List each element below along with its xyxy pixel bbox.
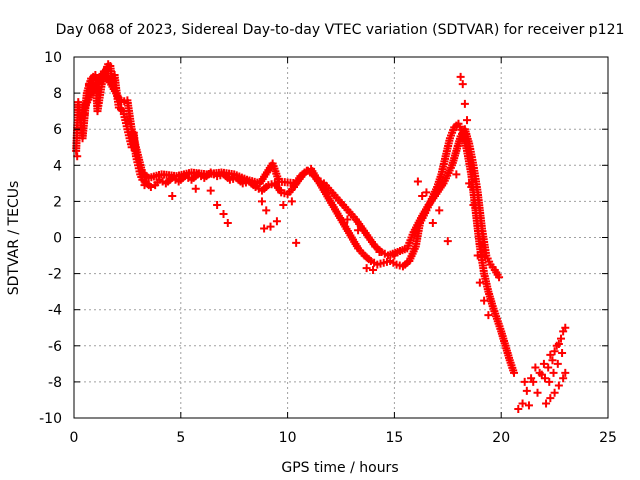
point-scattered-4: [113, 92, 122, 101]
axis-ticks: 0 5 10 15 20 25 -10 -8 -6 -4 -2 0 2 4 6 8 10: [39, 50, 617, 446]
point-scattered-38: [467, 182, 476, 191]
point-late-cluster-13: [546, 350, 555, 359]
point-late-cluster-2: [522, 386, 531, 395]
point-late-cluster-1: [518, 399, 527, 408]
y-tick-label-2: -6: [48, 339, 62, 355]
point-scattered-41: [475, 278, 484, 287]
point-scattered-42: [480, 296, 489, 305]
point-scattered-29: [428, 219, 437, 228]
point-scattered-28: [422, 188, 431, 197]
point-late-cluster-10: [542, 399, 551, 408]
point-scattered-32: [452, 170, 461, 179]
y-tick-label-7: 4: [53, 158, 62, 174]
point-scattered-27: [418, 191, 427, 200]
point-scattered-1: [80, 110, 89, 119]
point-scattered-10: [223, 219, 232, 228]
grid-lines: [74, 57, 608, 418]
y-tick-label-10: 10: [44, 50, 62, 66]
x-tick-label-0: 0: [70, 430, 79, 446]
point-main-26: [146, 182, 155, 191]
point-late-cluster-29: [549, 368, 558, 377]
point-late-cluster-12: [546, 394, 555, 403]
point-scattered-8: [206, 186, 215, 195]
point-scattered-40: [473, 251, 482, 260]
point-late-cluster-25: [520, 377, 529, 386]
y-axis-label: SDTVAR / TECUs: [6, 181, 22, 296]
point-scattered-21: [354, 226, 363, 235]
point-late-cluster-11: [544, 363, 553, 372]
point-late-cluster-3: [524, 401, 533, 410]
point-late-cluster-24: [561, 323, 570, 332]
point-scattered-3: [100, 71, 109, 80]
point-scattered-36: [463, 116, 472, 125]
point-late-cluster-14: [548, 356, 557, 365]
y-tick-label-4: -2: [48, 267, 62, 283]
point-late-cluster-16: [550, 347, 559, 356]
point-late-cluster-0: [514, 404, 523, 413]
point-scattered-18: [292, 238, 301, 247]
point-late-cluster-6: [533, 388, 542, 397]
point-scattered-34: [458, 80, 467, 89]
point-scattered-43: [484, 311, 493, 320]
point-scattered-35: [460, 99, 469, 108]
point-main-90: [510, 368, 519, 377]
point-late-cluster-31: [558, 349, 567, 358]
y-tick-label-9: 8: [53, 86, 62, 102]
point-scattered-23: [369, 265, 378, 274]
y-tick-label-6: 2: [53, 194, 62, 210]
point-scattered-25: [390, 251, 399, 260]
x-tick-label-4: 20: [492, 430, 510, 446]
point-scattered-5: [140, 181, 149, 190]
y-tick-label-1: -8: [48, 375, 62, 391]
point-scattered-22: [362, 264, 371, 273]
point-late-cluster-5: [531, 363, 540, 372]
point-upper-branch-52: [495, 273, 504, 282]
point-late-cluster-9: [539, 359, 548, 368]
point-scattered-26: [413, 177, 422, 186]
point-late-cluster-28: [545, 377, 554, 386]
point-scattered-2: [84, 80, 93, 89]
x-axis-label: GPS time / hours: [281, 460, 398, 476]
point-scattered-7: [191, 184, 200, 193]
point-late-cluster-27: [540, 374, 549, 383]
point-late-cluster-26: [527, 374, 536, 383]
point-scattered-12: [257, 197, 266, 206]
point-scattered-11: [219, 210, 228, 219]
chart-title: Day 068 of 2023, Sidereal Day-to-day VTE…: [56, 22, 625, 38]
point-scattered-39: [469, 201, 478, 210]
point-scattered-16: [272, 217, 281, 226]
point-scattered-15: [266, 222, 275, 231]
point-scattered-17: [279, 201, 288, 210]
point-scattered-24: [375, 247, 384, 256]
point-scattered-9: [213, 201, 222, 210]
point-late-cluster-23: [561, 368, 570, 377]
point-scattered-14: [262, 206, 271, 215]
x-tick-label-1: 5: [176, 430, 185, 446]
point-late-cluster-21: [559, 374, 568, 383]
point-late-cluster-30: [553, 359, 562, 368]
x-tick-label-2: 10: [279, 430, 297, 446]
point-scattered-33: [456, 72, 465, 81]
y-tick-label-5: 0: [53, 231, 62, 247]
point-late-cluster-18: [554, 381, 563, 390]
point-scattered-19: [287, 197, 296, 206]
point-late-cluster-19: [554, 339, 563, 348]
point-scattered-30: [435, 206, 444, 215]
y-tick-label-8: 6: [53, 122, 62, 138]
y-tick-label-3: -4: [48, 303, 62, 319]
y-tick-label-0: -10: [39, 411, 62, 427]
point-late-cluster-20: [557, 334, 566, 343]
point-scattered-6: [168, 191, 177, 200]
point-scattered-31: [443, 237, 452, 246]
x-tick-label-5: 25: [599, 430, 617, 446]
point-late-cluster-15: [550, 388, 559, 397]
point-scattered-13: [260, 224, 269, 233]
x-tick-label-3: 15: [385, 430, 403, 446]
point-scattered-0: [73, 152, 82, 161]
data-points: [72, 60, 570, 413]
point-scattered-20: [343, 215, 352, 224]
